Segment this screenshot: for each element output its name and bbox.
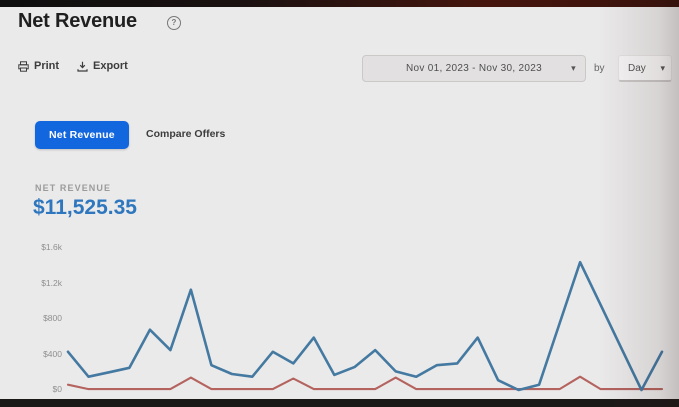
y-axis: $1.6k $1.2k $800 $400 $0 [28, 240, 62, 399]
y-axis-tick: $0 [52, 384, 62, 394]
metric-label: NET REVENUE [35, 183, 112, 193]
download-icon [77, 61, 88, 72]
print-label: Print [34, 60, 60, 72]
chevron-down-icon: ▾ [571, 63, 576, 73]
tab-net-revenue[interactable]: Net Revenue [35, 121, 129, 149]
date-range-value: Nov 01, 2023 - Nov 30, 2023 [406, 63, 542, 74]
printer-icon [18, 60, 29, 72]
export-button[interactable]: Export [77, 60, 128, 72]
y-axis-tick: $400 [43, 348, 62, 359]
y-axis-tick: $800 [43, 313, 62, 323]
revenue-line-chart-svg [66, 260, 664, 392]
chevron-down-icon: ▾ [660, 63, 665, 73]
y-axis-tick: $1.2k [41, 277, 62, 288]
date-range-select[interactable]: Nov 01, 2023 - Nov 30, 2023 ▾ [362, 55, 586, 82]
interval-select[interactable]: Day ▾ [618, 55, 672, 82]
net-revenue-chart: $1.6k $1.2k $800 $400 $0 [0, 240, 679, 399]
series-red-line [66, 375, 664, 391]
window-bottom-bar [0, 399, 679, 407]
print-button[interactable]: Print [18, 60, 59, 72]
by-label: by [594, 63, 605, 74]
info-icon[interactable]: ? [167, 16, 181, 30]
series-net-revenue [66, 260, 664, 392]
tab-compare-offers[interactable]: Compare Offers [146, 128, 226, 140]
metric-value: $11,525.35 [33, 196, 137, 219]
export-label: Export [93, 60, 128, 72]
page-title: Net Revenue [18, 10, 137, 32]
interval-value: Day [628, 62, 646, 74]
window-top-bar [0, 0, 679, 7]
y-axis-tick: $1.6k [41, 242, 62, 252]
tab-net-revenue-label: Net Revenue [49, 129, 115, 141]
